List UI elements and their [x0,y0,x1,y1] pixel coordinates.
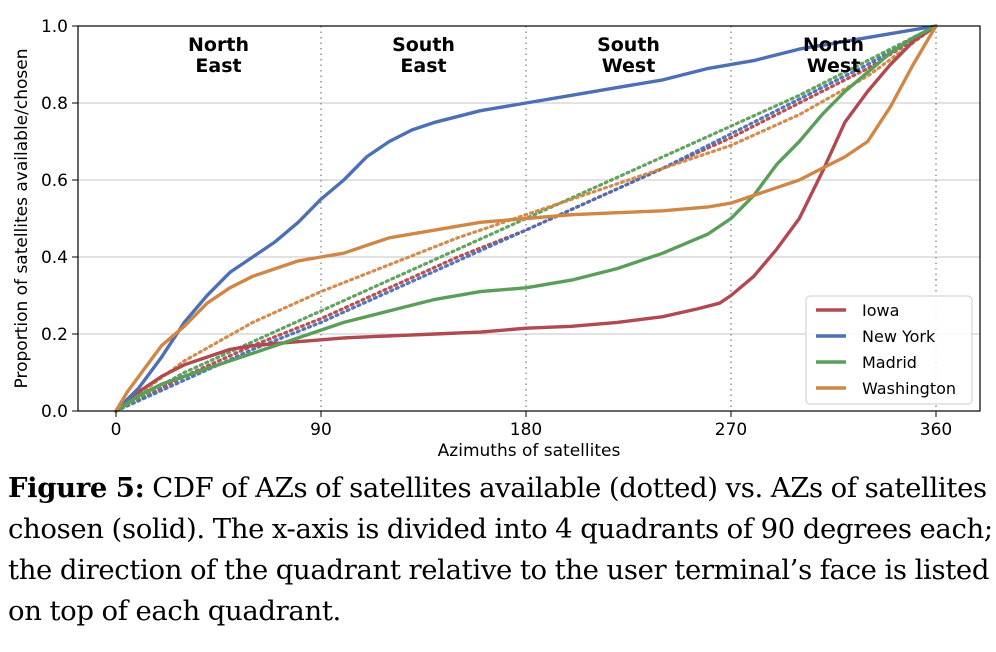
series-available-line [114,24,938,413]
y-axis-label: Proportion of satellites available/chose… [12,49,32,389]
figure-caption: Figure 5: CDF of AZs of satellites avail… [8,468,993,632]
series-chosen-line [114,24,938,413]
series-chosen-line [114,24,938,413]
y-tick-label: 0.4 [41,248,68,268]
quadrant-label-line1: North [803,34,864,56]
series-layer [114,24,938,413]
series-chosen-line [114,24,938,413]
x-tick-label: 180 [510,420,542,440]
quadrant-label-line2: East [195,55,241,77]
x-tick-label: 360 [920,420,952,440]
y-tick-label: 0.8 [41,94,68,114]
y-tick-label: 0.6 [41,171,68,191]
x-tick-label: 270 [715,420,747,440]
legend-label: New York [862,327,936,346]
series-chosen-line [114,24,938,413]
legend-label: Washington [862,379,956,398]
legend: Iowa New York Madrid Washington [805,295,973,405]
legend-label: Iowa [862,301,899,320]
ticks-layer: 0.0 0.2 0.4 0.6 0.8 1.0 0 90 180 270 360 [41,17,952,440]
legend-box [805,295,973,405]
caption-label: Figure 5: [8,472,145,504]
series-available-line [114,24,938,413]
cdf-chart: 0.00.20.40.60.81.00 90 180 270 360 NorthEast… [12,17,981,461]
quadrant-label-line2: West [602,55,656,77]
x-tick-label: 0 [111,420,122,440]
y-tick-label: 0.0 [41,402,68,422]
y-tick-label: 1.0 [41,17,68,37]
caption-text: CDF of AZs of satellites available (dott… [8,472,993,627]
plot-frame [77,25,981,412]
x-tick-label: 90 [310,420,332,440]
legend-label: Madrid [862,353,917,372]
quadrant-label-line2: East [400,55,446,77]
quadrant-label-line2: West [807,55,861,77]
quadrant-label-line1: North [188,34,249,56]
quadrant-label-line1: South [597,34,660,56]
quadrant-label-line1: South [392,34,455,56]
y-tick-label: 0.2 [41,325,68,345]
x-axis-label: Azimuths of satellites [438,441,621,461]
